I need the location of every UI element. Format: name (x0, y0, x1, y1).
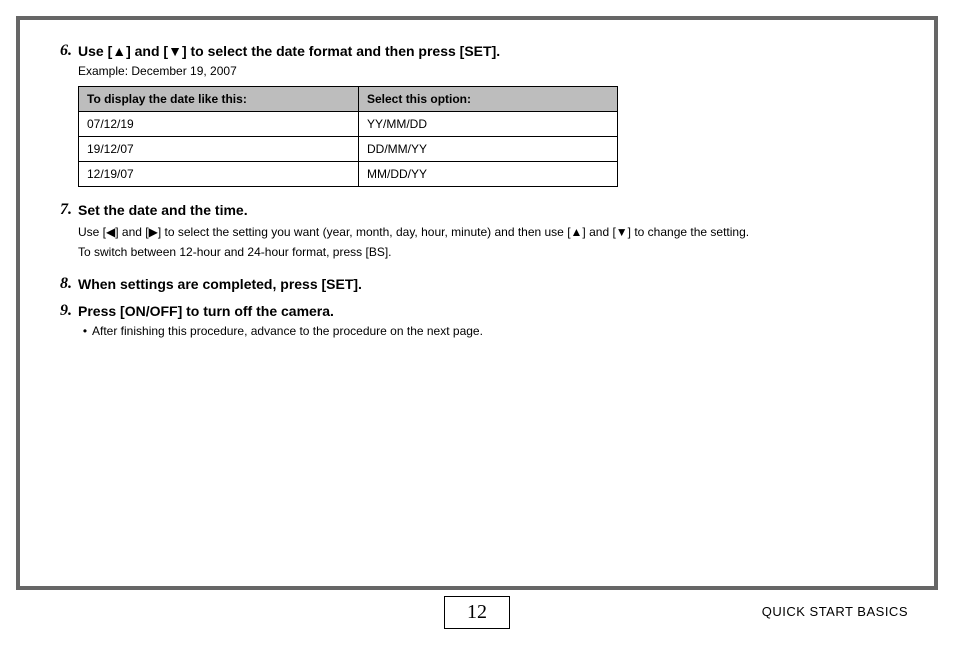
up-triangle-icon: ▲ (571, 225, 583, 239)
footer-section-label: QUICK START BASICS (762, 604, 908, 619)
s7-p1: Use [ (78, 225, 106, 239)
s7-p3: ] to select the setting you want (year, … (158, 225, 571, 239)
down-triangle-icon: ▼ (616, 225, 628, 239)
step-9: 9. Press [ON/OFF] to turn off the camera… (50, 302, 904, 338)
right-triangle-icon: ▶ (149, 225, 158, 239)
table-row: 19/12/07 DD/MM/YY (79, 137, 618, 162)
step-7-line2: To switch between 12-hour and 24-hour fo… (78, 243, 904, 261)
date-format-table: To display the date like this: Select th… (78, 86, 618, 187)
page-footer: 12 QUICK START BASICS (16, 590, 938, 646)
step-6-heading: Use [▲] and [▼] to select the date forma… (78, 42, 500, 60)
s7-p4: ] and [ (582, 225, 615, 239)
step-8-heading: When settings are completed, press [SET]… (78, 275, 362, 293)
step-6-h-part3: ] to select the date format and then pre… (182, 43, 500, 59)
content-frame: 6. Use [▲] and [▼] to select the date fo… (16, 16, 938, 590)
step-8-heading-row: 8. When settings are completed, press [S… (50, 275, 904, 293)
table-header-row: To display the date like this: Select th… (79, 87, 618, 112)
bullet-icon: • (78, 324, 92, 338)
table-header-2: Select this option: (359, 87, 618, 112)
table-cell: 07/12/19 (79, 112, 359, 137)
step-6-heading-row: 6. Use [▲] and [▼] to select the date fo… (50, 42, 904, 60)
step-6: 6. Use [▲] and [▼] to select the date fo… (50, 42, 904, 187)
step-6-h-part2: ] and [ (126, 43, 168, 59)
step-7-heading: Set the date and the time. (78, 201, 248, 219)
step-9-bullet-row: • After finishing this procedure, advanc… (78, 324, 904, 338)
table-row: 07/12/19 YY/MM/DD (79, 112, 618, 137)
step-9-number: 9. (50, 302, 72, 320)
down-triangle-icon: ▼ (168, 43, 182, 59)
step-7-heading-row: 7. Set the date and the time. (50, 201, 904, 219)
step-9-bullet-text: After finishing this procedure, advance … (92, 324, 483, 338)
step-6-number: 6. (50, 42, 72, 60)
step-8-number: 8. (50, 275, 72, 293)
step-7: 7. Set the date and the time. Use [◀] an… (50, 201, 904, 261)
up-triangle-icon: ▲ (112, 43, 126, 59)
table-cell: YY/MM/DD (359, 112, 618, 137)
s7-p2: ] and [ (115, 225, 148, 239)
table-cell: DD/MM/YY (359, 137, 618, 162)
step-9-heading-row: 9. Press [ON/OFF] to turn off the camera… (50, 302, 904, 320)
s7-p5: ] to change the setting. (628, 225, 749, 239)
page-number: 12 (444, 596, 510, 629)
step-6-example: Example: December 19, 2007 (78, 64, 904, 78)
table-header-1: To display the date like this: (79, 87, 359, 112)
step-7-line1: Use [◀] and [▶] to select the setting yo… (78, 223, 904, 241)
table-cell: 19/12/07 (79, 137, 359, 162)
table-row: 12/19/07 MM/DD/YY (79, 162, 618, 187)
table-cell: 12/19/07 (79, 162, 359, 187)
left-triangle-icon: ◀ (106, 225, 115, 239)
step-7-number: 7. (50, 201, 72, 219)
table-cell: MM/DD/YY (359, 162, 618, 187)
step-8: 8. When settings are completed, press [S… (50, 275, 904, 293)
step-6-h-part1: Use [ (78, 43, 112, 59)
page-outer: 6. Use [▲] and [▼] to select the date fo… (0, 0, 954, 646)
step-9-heading: Press [ON/OFF] to turn off the camera. (78, 302, 334, 320)
